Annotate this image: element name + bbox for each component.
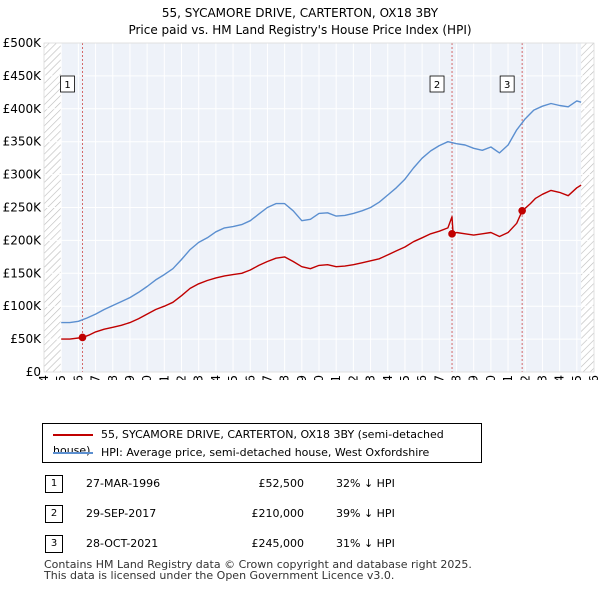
legend-label-hpi: HPI: Average price, semi-detached house,… (101, 446, 430, 459)
y-tick-label: £100K (3, 299, 43, 313)
y-tick-label: £350K (3, 135, 43, 149)
x-tick-label: 1996 (71, 375, 85, 380)
x-tick-label: 1994 (37, 375, 51, 380)
x-tick-label: 2007 (260, 375, 274, 380)
x-tick-label: 2002 (175, 375, 189, 380)
sale-number-box (429, 75, 445, 93)
x-tick-label: 2001 (157, 375, 171, 380)
x-tick-label: 2021 (501, 375, 515, 380)
x-tick-label: 2024 (553, 375, 567, 380)
sale-price: £245,000 (251, 537, 305, 550)
sale-point (78, 333, 87, 342)
sale-number-box (499, 75, 515, 93)
x-tick-label: 2017 (432, 375, 446, 380)
sale-number: 1 (45, 475, 63, 493)
legend-swatch-hpi (53, 452, 93, 454)
legend-item-property: 55, SYCAMORE DRIVE, CARTERTON, OX18 3BY … (53, 427, 481, 457)
hpi-line (61, 100, 582, 324)
x-tick-label: 2011 (329, 375, 343, 380)
y-tick-label: £50K (10, 332, 42, 346)
sale-date: 27-MAR-1996 (86, 477, 161, 490)
x-tick-label: 2005 (226, 375, 240, 380)
x-tick-label: 1995 (54, 375, 68, 380)
x-tick-label: 2026 (587, 375, 600, 380)
footer-licence: This data is licensed under the Open Gov… (44, 569, 395, 582)
x-tick-label: 2010 (312, 375, 326, 380)
chart-legend: 55, SYCAMORE DRIVE, CARTERTON, OX18 3BY … (42, 423, 482, 463)
footer-copyright: Contains HM Land Registry data © Crown c… (44, 558, 472, 571)
x-tick-label: 2003 (192, 375, 206, 380)
y-tick-label: £200K (3, 233, 43, 247)
sale-number: 2 (45, 505, 63, 523)
x-tick-label: 2006 (243, 375, 257, 380)
x-tick-label: 2009 (295, 375, 309, 380)
sale-number-label: 3 (504, 80, 510, 91)
y-tick-label: £400K (3, 102, 43, 116)
x-tick-label: 2023 (535, 375, 549, 380)
chart-title: 55, SYCAMORE DRIVE, CARTERTON, OX18 3BY (161, 6, 439, 20)
sale-hpi-diff: 31% ↓ HPI (336, 537, 395, 550)
y-tick-label: £0 (26, 365, 41, 379)
x-tick-label: 2018 (450, 375, 464, 380)
sale-date: 29-SEP-2017 (86, 507, 157, 520)
x-tick-label: 2012 (346, 375, 360, 380)
sale-number: 3 (45, 535, 63, 553)
x-tick-label: 2004 (209, 375, 223, 380)
x-tick-label: 2022 (518, 375, 532, 380)
footer-attribution: Contains HM Land Registry data © Crown c… (44, 559, 472, 581)
x-tick-label: 2013 (364, 375, 378, 380)
y-tick-label: £150K (3, 266, 43, 280)
x-tick-label: 2019 (467, 375, 481, 380)
sale-hpi-diff: 39% ↓ HPI (336, 507, 395, 520)
sale-price: £210,000 (251, 507, 305, 520)
sale-row: 3 28-OCT-2021 £245,000 31% ↓ HPI (40, 534, 460, 554)
y-tick-label: £250K (3, 201, 43, 215)
plot-frame (43, 42, 595, 373)
x-tick-label: 2008 (278, 375, 292, 380)
sale-row: 2 29-SEP-2017 £210,000 39% ↓ HPI (40, 504, 460, 524)
y-tick-label: £500K (3, 36, 43, 50)
x-tick-label: 2015 (398, 375, 412, 380)
sale-number-label: 2 (434, 80, 440, 91)
x-tick-label: 2016 (415, 375, 429, 380)
legend-item-hpi: HPI: Average price, semi-detached house,… (53, 445, 429, 461)
sale-hpi-diff: 32% ↓ HPI (336, 477, 395, 490)
x-tick-label: 2014 (381, 375, 395, 380)
sale-point (448, 230, 456, 238)
x-tick-label: 2025 (570, 375, 584, 380)
x-tick-label: 2000 (140, 375, 154, 380)
sale-number-box (60, 75, 75, 93)
x-tick-label: 2020 (484, 375, 498, 380)
price-chart: 1 2 3 £0 £50K £100K £150K £200K £250K £300K £350K £… (3, 36, 600, 380)
x-tick-label: 1997 (89, 375, 103, 380)
chart-subtitle: Price paid vs. HM Land Registry's House … (128, 23, 472, 37)
sale-point (518, 206, 526, 215)
legend-swatch-property (53, 434, 93, 436)
property-price-line (61, 184, 582, 340)
x-tick-label: 1998 (106, 375, 120, 380)
y-tick-label: £300K (3, 168, 43, 182)
sale-row: 1 27-MAR-1996 £52,500 32% ↓ HPI (40, 474, 460, 494)
sale-date: 28-OCT-2021 (86, 537, 159, 550)
x-tick-label: 1999 (123, 375, 137, 380)
sale-number-label: 1 (64, 80, 70, 91)
sale-price: £52,500 (258, 477, 305, 490)
y-tick-label: £450K (3, 69, 43, 83)
